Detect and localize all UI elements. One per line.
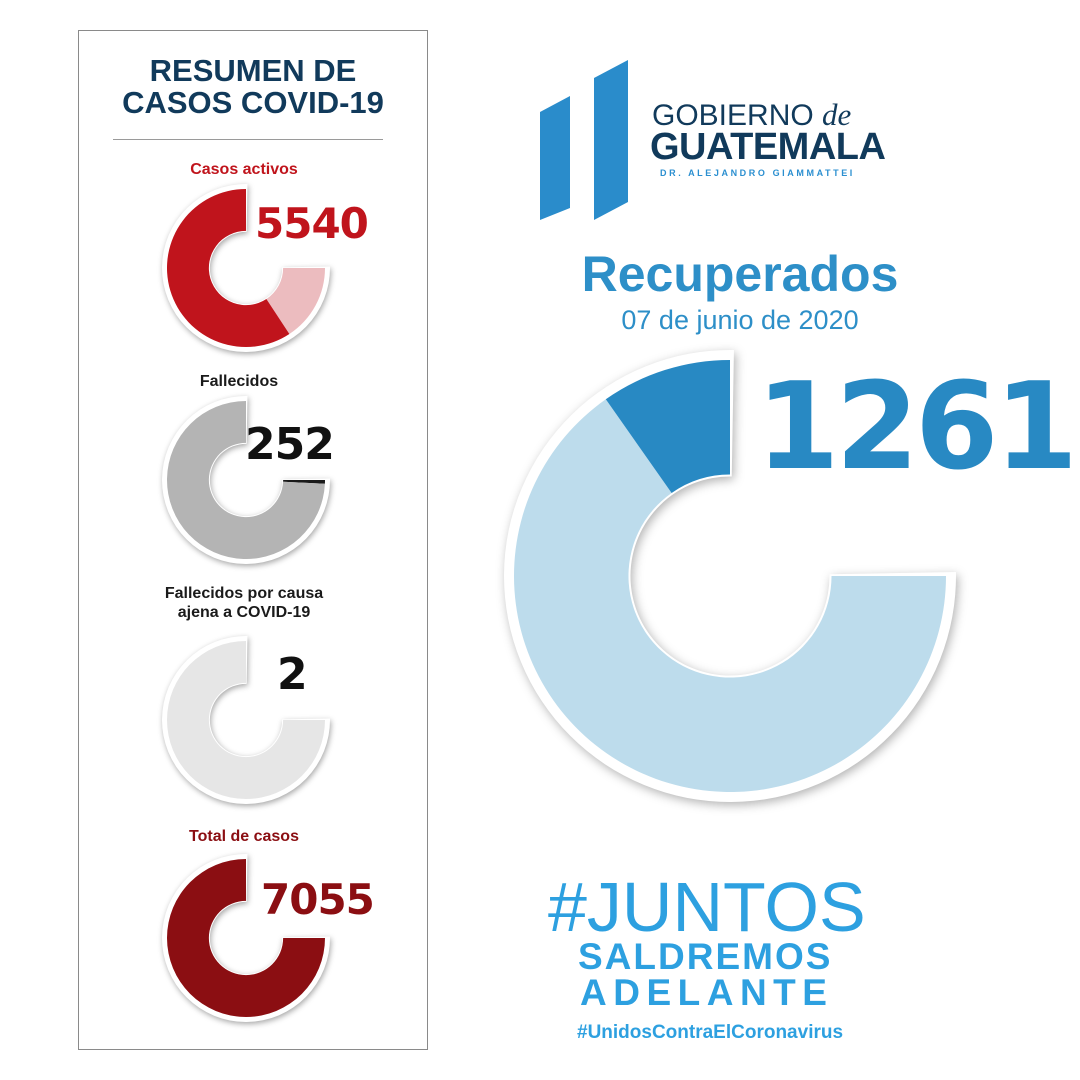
- recovered-title: Recuperados: [581, 246, 899, 302]
- recovered-value: 1261: [756, 358, 1078, 497]
- active-cases-label: Casos activos: [190, 161, 298, 178]
- logo-text-president: DR. ALEJANDRO GIAMMATTEI: [660, 168, 855, 178]
- slogan-adelante: ADELANTE: [580, 972, 834, 1013]
- other-deaths-label: Fallecidos por causa ajena a COVID-19: [79, 584, 409, 622]
- total-cases-donut: [162, 854, 330, 1022]
- deaths-donut: [162, 396, 330, 564]
- logo-bar-right: [594, 60, 628, 220]
- other-deaths-label-line1: Fallecidos por causa: [164, 585, 324, 602]
- recovered-value-segment: [605, 360, 730, 493]
- other-deaths-value: 2: [277, 649, 308, 700]
- active-cases-donut: [162, 184, 330, 352]
- panel-divider: [113, 139, 383, 140]
- recovered-date: 07 de junio de 2020: [621, 305, 859, 335]
- logo-bar-left: [540, 96, 570, 220]
- total-cases-value-segment: [167, 859, 325, 1017]
- summary-panel: RESUMEN DE CASOS COVID-19 Casos activos …: [78, 30, 428, 1050]
- total-cases-value: 7055: [261, 875, 375, 924]
- other-deaths-donut: [162, 636, 330, 804]
- panel-title-line2: CASOS COVID-19: [122, 85, 384, 120]
- logo-text-guatemala: GUATEMALA: [650, 126, 886, 168]
- active-cases-value: 5540: [255, 199, 369, 248]
- deaths-remainder-segment: [283, 480, 325, 484]
- slogan-hashtag: #UnidosContraElCoronavirus: [577, 1022, 844, 1043]
- recovered-donut: [504, 350, 956, 802]
- active-cases-remainder-segment: [266, 268, 325, 335]
- slogan-saldremos: SALDREMOS: [578, 936, 833, 977]
- slogan-juntos: #JUNTOS: [548, 868, 866, 946]
- deaths-value-segment: [166, 401, 325, 559]
- logo-de: de: [822, 97, 852, 132]
- recovered-remainder-segment: [514, 399, 946, 792]
- deaths-value: 252: [245, 419, 335, 470]
- deaths-label: Fallecidos: [199, 373, 279, 390]
- other-deaths-value-segment: [167, 641, 325, 799]
- government-logo: [540, 60, 628, 220]
- total-cases-label: Total de casos: [189, 828, 299, 845]
- logo-gobierno: GOBIERNO: [652, 99, 814, 132]
- active-cases-value-segment: [166, 189, 290, 347]
- other-deaths-label-line2: ajena a COVID-19: [177, 604, 311, 621]
- logo-text-gobierno: GOBIERNO de: [652, 97, 852, 132]
- panel-title: RESUMEN DE CASOS COVID-19: [79, 55, 427, 119]
- panel-title-line1: RESUMEN DE: [149, 53, 357, 88]
